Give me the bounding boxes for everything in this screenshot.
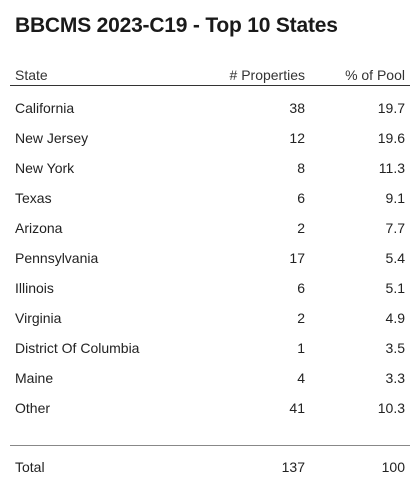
- cell-state: Virginia: [15, 310, 62, 326]
- cell-properties: 17: [289, 250, 305, 266]
- cell-pct: 11.3: [378, 160, 405, 176]
- page-title: BBCMS 2023-C19 - Top 10 States: [15, 14, 338, 37]
- cell-properties: 6: [297, 280, 305, 296]
- cell-properties: 4: [297, 370, 305, 386]
- table-row: New Jersey 12 19.6: [10, 123, 410, 153]
- table-row: Arizona 2 7.7: [10, 213, 410, 243]
- cell-state: Pennsylvania: [15, 250, 99, 266]
- cell-state: Texas: [15, 190, 52, 206]
- cell-pct: 9.1: [385, 190, 405, 206]
- total-properties: 137: [281, 459, 305, 475]
- cell-pct: 5.1: [385, 280, 405, 296]
- cell-pct: 19.7: [377, 100, 405, 116]
- cell-properties: 38: [289, 100, 305, 116]
- cell-pct: 5.4: [385, 250, 405, 266]
- total-label: Total: [15, 459, 45, 475]
- cell-properties: 12: [289, 130, 305, 146]
- cell-state: District Of Columbia: [15, 340, 140, 356]
- cell-properties: 2: [297, 310, 305, 326]
- cell-properties: 2: [297, 220, 305, 236]
- header-pct-pool: % of Pool: [345, 67, 405, 83]
- header-state: State: [15, 67, 48, 83]
- cell-state: Arizona: [15, 220, 63, 236]
- total-divider: [10, 445, 410, 446]
- table-row: Pennsylvania 17 5.4: [10, 243, 410, 273]
- table-row: Texas 6 9.1: [10, 183, 410, 213]
- table-body: California 38 19.7 New Jersey 12 19.6 Ne…: [10, 86, 410, 423]
- table-row: New York 8 11.3: [10, 153, 410, 183]
- cell-state: Other: [15, 400, 51, 416]
- cell-state: New Jersey: [15, 130, 89, 146]
- cell-state: New York: [15, 160, 75, 176]
- total-row: Total 137 100: [10, 452, 410, 482]
- cell-properties: 41: [289, 400, 305, 416]
- cell-properties: 6: [297, 190, 305, 206]
- cell-pct: 7.7: [385, 220, 405, 236]
- table-row: Maine 4 3.3: [10, 363, 410, 393]
- states-table: State # Properties % of Pool California …: [10, 64, 410, 423]
- table-header: State # Properties % of Pool: [10, 64, 410, 86]
- cell-state: Illinois: [15, 280, 54, 296]
- table-row: Illinois 6 5.1: [10, 273, 410, 303]
- cell-pct: 10.3: [377, 400, 405, 416]
- cell-pct: 19.6: [377, 130, 405, 146]
- table-row: California 38 19.7: [10, 93, 410, 123]
- cell-properties: 1: [297, 340, 305, 356]
- header-properties: # Properties: [229, 67, 305, 83]
- total-pct: 100: [381, 459, 405, 475]
- table-row: Other 41 10.3: [10, 393, 410, 423]
- cell-properties: 8: [297, 160, 305, 176]
- cell-pct: 3.3: [385, 370, 405, 386]
- cell-pct: 4.9: [385, 310, 405, 326]
- cell-state: Maine: [15, 370, 54, 386]
- cell-pct: 3.5: [385, 340, 405, 356]
- table-row: Virginia 2 4.9: [10, 303, 410, 333]
- cell-state: California: [15, 100, 75, 116]
- table-row: District Of Columbia 1 3.5: [10, 333, 410, 363]
